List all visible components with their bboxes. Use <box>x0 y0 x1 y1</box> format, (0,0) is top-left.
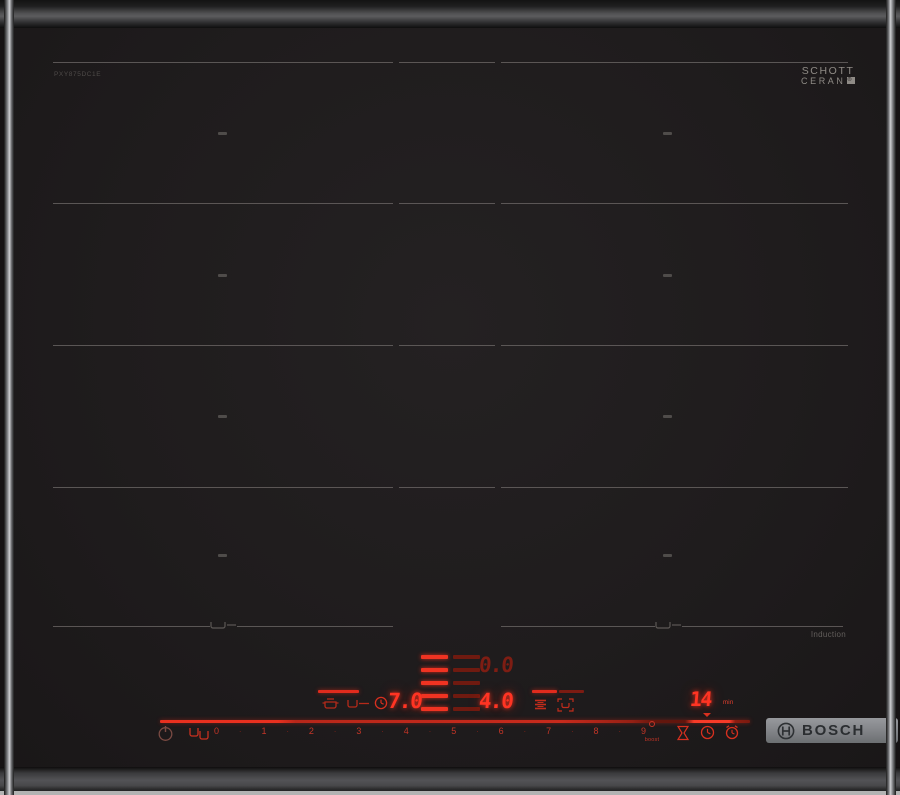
right-function-indicator-line <box>532 690 557 693</box>
timer-select-arrow <box>703 713 711 717</box>
slider-dot: · <box>523 726 527 736</box>
bosch-anchor-logo-icon <box>777 722 795 739</box>
model-number: PXY875DC1E <box>54 71 102 78</box>
clock-icon[interactable] <box>700 725 715 740</box>
left-zone-power-display: 7.0 <box>386 689 423 713</box>
induction-label: Induction <box>810 630 846 639</box>
zone-line <box>682 626 843 628</box>
zone-line <box>399 203 495 205</box>
zone-centre-marker <box>663 274 672 277</box>
main-power-icon[interactable] <box>157 725 174 742</box>
pan-profile-icon <box>655 622 681 629</box>
zone-line <box>501 203 848 205</box>
right-zone-power-display: 4.0 <box>477 689 514 713</box>
left-function-indicator-line <box>318 690 359 693</box>
zone-centre-marker <box>663 415 672 418</box>
zone-line <box>501 62 848 64</box>
zone-line <box>501 626 655 628</box>
slider-dot: · <box>428 726 432 736</box>
zone-centre-marker <box>218 415 227 418</box>
zone-line <box>53 487 393 489</box>
slider-dot: · <box>333 726 337 736</box>
zone-line <box>399 345 495 347</box>
zone-line <box>53 345 393 347</box>
slider-dot: · <box>618 726 622 736</box>
right-function-indicator-line-dim <box>559 690 584 693</box>
power-levels-icon[interactable] <box>533 698 548 712</box>
slider-level-5[interactable]: 5 <box>451 726 457 736</box>
power-slider-track[interactable] <box>160 720 750 723</box>
slider-dot: · <box>476 726 479 736</box>
front-trim <box>0 767 900 795</box>
slider-level-2[interactable]: 2 <box>308 726 314 736</box>
schott-text: SCHOTT <box>801 65 855 77</box>
pan-profile-icon <box>210 622 236 629</box>
timer-unit-label: min <box>723 700 734 706</box>
zone-centre-marker <box>663 132 672 135</box>
zone-select-pans-icon[interactable] <box>188 726 210 741</box>
slider-level-0[interactable]: 0 <box>214 726 220 736</box>
slider-level-1[interactable]: 1 <box>261 726 267 736</box>
boost-icon <box>649 721 655 727</box>
slider-dot: · <box>286 726 289 736</box>
zone-line <box>399 487 495 489</box>
left-trim <box>4 0 14 795</box>
slider-dot: · <box>570 726 574 736</box>
keep-warm-pot-icon[interactable] <box>322 696 339 710</box>
zone-centre-marker <box>218 132 227 135</box>
zone-centre-marker <box>218 554 227 557</box>
right-trim <box>886 0 896 795</box>
zone-line <box>53 203 393 205</box>
slider-dot: · <box>238 726 242 736</box>
timer-display: 14 <box>688 687 713 711</box>
registered-mark: ® <box>846 77 856 85</box>
timer-clock-icon[interactable] <box>374 696 388 710</box>
right-zone-level-bars[interactable] <box>453 655 480 711</box>
bosch-badge: BOSCH <box>766 718 898 743</box>
slider-level-3[interactable]: 3 <box>356 726 362 736</box>
boost-label: boost <box>644 737 660 743</box>
zone-line <box>501 345 848 347</box>
zone-line <box>399 62 495 64</box>
power-slider-labels[interactable]: 0 · 1 · 2 · 3 · 4 · 5 · 6 · 7 · 8 · 9 <box>214 726 646 736</box>
slider-level-9[interactable]: 9 <box>640 726 646 736</box>
rear-trim <box>0 0 900 28</box>
zone-centre-marker <box>218 274 227 277</box>
slider-level-8[interactable]: 8 <box>593 726 599 736</box>
bosch-wordmark: BOSCH <box>802 722 866 739</box>
pan-transfer-icon[interactable] <box>346 699 370 710</box>
flex-zone-pan-icon[interactable] <box>557 698 574 712</box>
zone-line <box>237 626 393 628</box>
rear-zone-power-display: 0.0 <box>477 653 514 677</box>
zone-line <box>501 487 848 489</box>
ceran-glass-surface <box>12 26 888 769</box>
ceran-text: CERAN ® <box>801 76 856 87</box>
zone-centre-marker <box>663 554 672 557</box>
zone-line <box>53 62 393 64</box>
schott-ceran-logo: SCHOTT CERAN ® <box>801 65 856 87</box>
slider-level-7[interactable]: 7 <box>546 726 552 736</box>
alarm-clock-icon[interactable] <box>724 724 740 740</box>
slider-dot: · <box>381 726 384 736</box>
boost-control[interactable]: boost <box>637 721 667 746</box>
left-zone-level-bars[interactable] <box>421 655 448 711</box>
slider-level-4[interactable]: 4 <box>403 726 409 736</box>
zone-line <box>53 626 210 628</box>
slider-level-6[interactable]: 6 <box>498 726 504 736</box>
timer-program-hourglass-icon[interactable] <box>676 725 690 741</box>
